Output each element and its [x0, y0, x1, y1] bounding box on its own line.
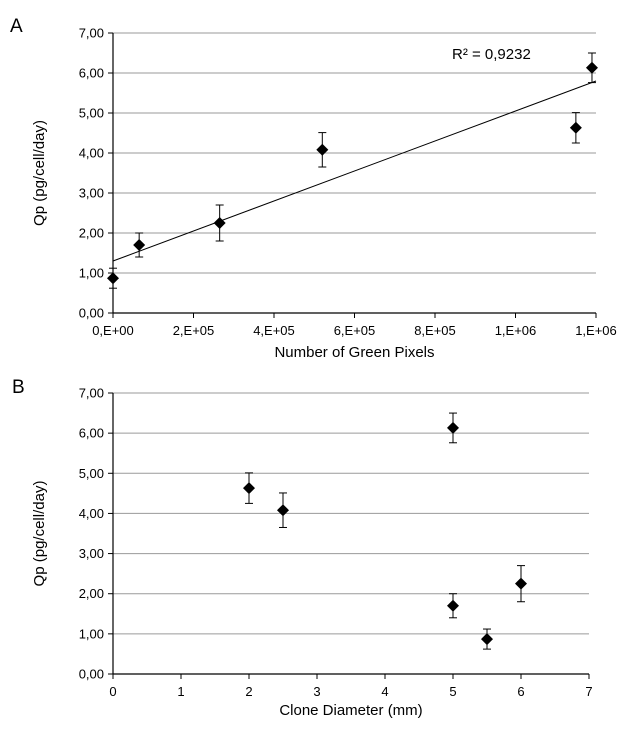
data-point [316, 143, 329, 156]
chart-panel-a: 0,00 1,00 2,00 3,00 4,00 5,00 6,00 7,00 0,E+00 2,… [10, 16, 617, 361]
x-tick-label: 7 [585, 684, 592, 699]
x-tick-label: 2 [245, 684, 252, 699]
x-tick-label: 4 [381, 684, 388, 699]
data-point [277, 504, 289, 517]
data-point [569, 121, 582, 134]
panel-label: A [10, 16, 23, 37]
y-tick-label: 1,00 [79, 626, 104, 641]
y-tick-label: 6,00 [79, 66, 104, 81]
y-tick-label: 0,00 [79, 306, 104, 321]
x-axis-title: Number of Green Pixels [274, 344, 434, 361]
y-tick-label: 7,00 [79, 26, 104, 41]
y-tick-label: 5,00 [79, 466, 104, 481]
data-point [481, 633, 493, 646]
data-point [107, 272, 119, 285]
data-point [133, 239, 146, 251]
x-tick-label: 3 [313, 684, 320, 699]
y-tick-label: 6,00 [79, 426, 104, 441]
y-tick-label: 0,00 [79, 667, 104, 682]
panel-label: B [12, 377, 25, 398]
data-point [447, 421, 459, 434]
x-tick-label: 1,E+06 [495, 323, 537, 338]
y-tick-label: 3,00 [79, 186, 104, 201]
y-tick-label: 4,00 [79, 146, 104, 161]
x-axis-title: Clone Diameter (mm) [279, 702, 422, 719]
x-tick-label: 5 [449, 684, 456, 699]
y-tick-label: 5,00 [79, 106, 104, 121]
y-tick-label: 7,00 [79, 386, 104, 401]
y-tick-label: 2,00 [79, 586, 104, 601]
x-tick-label: 6 [517, 684, 524, 699]
y-tick-label: 3,00 [79, 546, 104, 561]
y-tick-label: 1,00 [79, 266, 104, 281]
data-point [585, 61, 598, 74]
x-tick-label: 0,E+00 [92, 323, 134, 338]
y-axis-title: Qp (pg/cell/day) [31, 120, 48, 226]
r-squared-annotation: R² = 0,9232 [452, 46, 531, 63]
y-tick-label: 4,00 [79, 506, 104, 521]
data-point [515, 577, 527, 590]
data-point [243, 482, 255, 495]
data-point [447, 599, 459, 612]
trendline [112, 80, 597, 262]
x-tick-label: 4,E+05 [253, 323, 295, 338]
chart-panel-b: 0,00 1,00 2,00 3,00 4,00 5,00 6,00 7,00 0 1 2 3 4 5 6 7… [12, 377, 593, 719]
data-point [213, 217, 226, 229]
y-axis-title: Qp (pg/cell/day) [31, 481, 48, 587]
x-tick-label: 0 [109, 684, 116, 699]
x-tick-label: 1,E+06 [575, 323, 617, 338]
x-tick-label: 2,E+05 [173, 323, 215, 338]
x-tick-label: 1 [177, 684, 184, 699]
x-tick-label: 8,E+05 [414, 323, 456, 338]
x-tick-label: 6,E+05 [334, 323, 376, 338]
y-tick-label: 2,00 [79, 226, 104, 241]
